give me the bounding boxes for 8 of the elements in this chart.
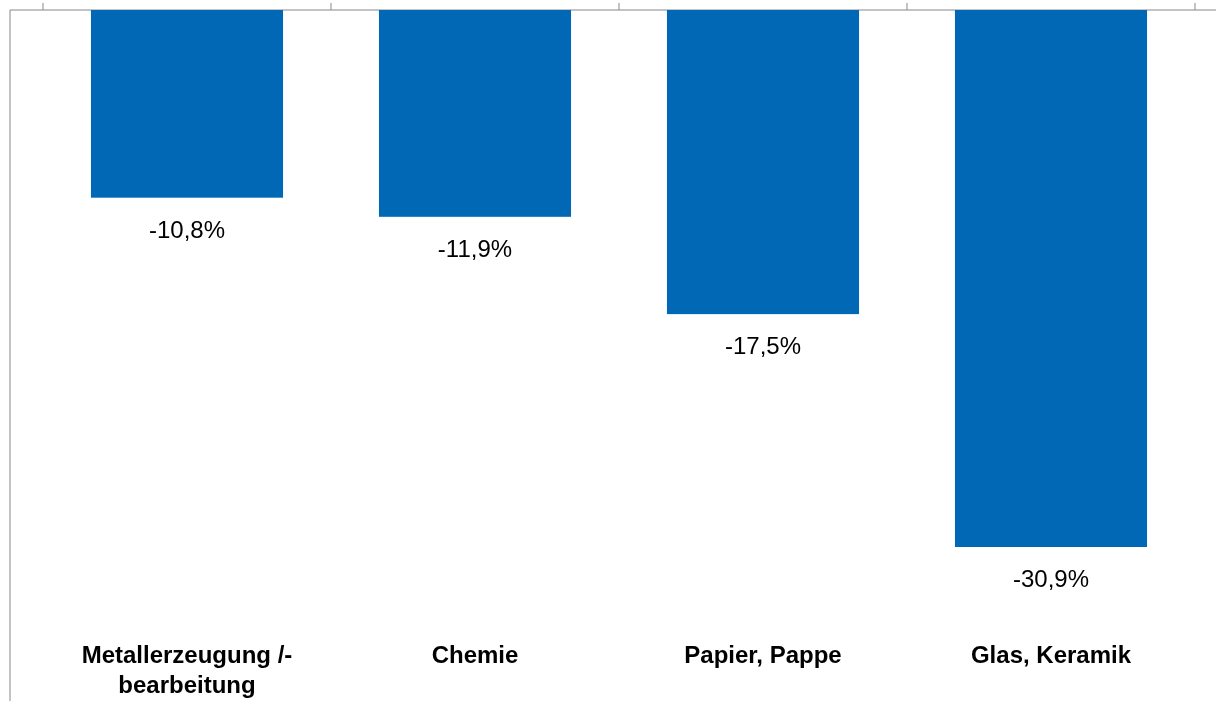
data-label: -17,5% [724,332,802,360]
data-label: -11,9% [437,234,513,262]
data-label: -30,9% [1012,565,1090,592]
x-tick-label: Chemie [431,641,519,668]
x-tick-label: Metallerzeugung /-bearbeitung [81,641,293,698]
x-tick-label: Papier, Pappe [684,641,842,668]
x-tick-label: Glas, Keramik [970,641,1132,668]
data-label: -10,8% [148,215,226,243]
